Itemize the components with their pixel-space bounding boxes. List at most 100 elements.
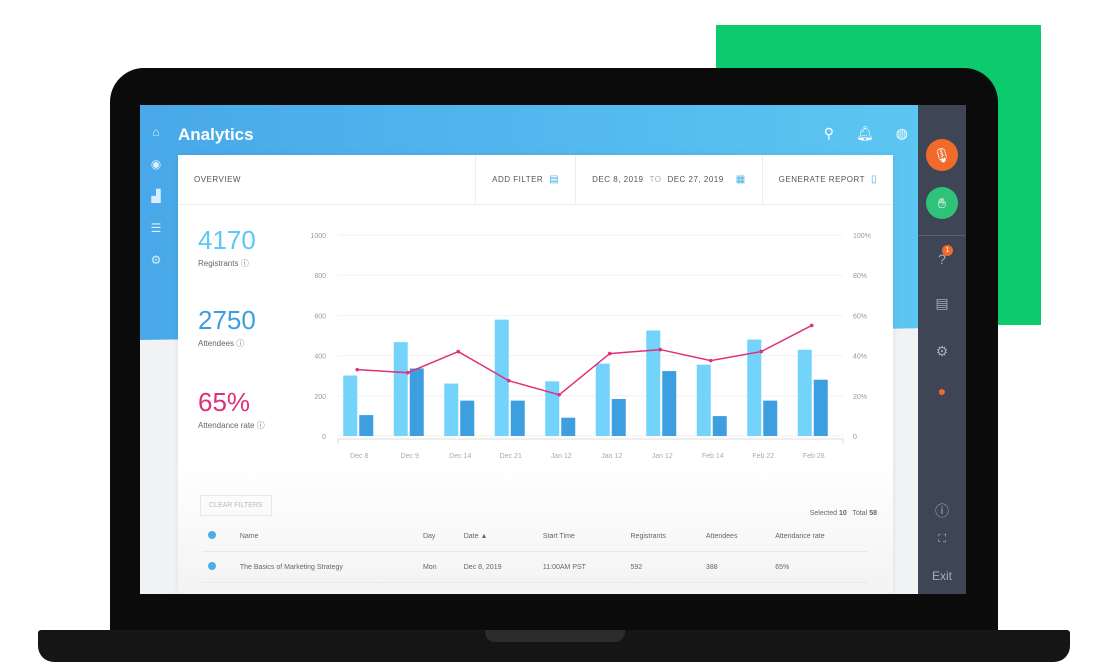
- raise-hand-button[interactable]: ✋︎: [926, 187, 958, 219]
- right-toolbar: 🎙︎ ✋︎ ? 1 ▤ ⚙ ● ⓘ ⛶ Exit: [918, 105, 966, 594]
- rate-point: [809, 323, 814, 328]
- date-range-picker[interactable]: DEC 8, 2019 TO DEC 27, 2019 ▦: [575, 155, 762, 204]
- col-registrants[interactable]: Registrants: [624, 521, 700, 552]
- y-tick-label: 0: [322, 434, 326, 441]
- stat-value: 65%: [198, 387, 251, 417]
- settings-icon[interactable]: ⚙: [150, 253, 162, 267]
- overview-label: OVERVIEW: [194, 175, 241, 184]
- cell-start-time: 11:00AM PST: [536, 551, 625, 583]
- info-icon[interactable]: ⓘ: [935, 503, 949, 519]
- y2-tick-label: 100%: [853, 233, 871, 240]
- bar-registrants: [797, 349, 812, 436]
- table-header: Name Day Date ▲ Start Time Registrants Attend…: [202, 521, 867, 552]
- col-date[interactable]: Date ▲: [457, 521, 537, 552]
- y-tick-label: 1000: [310, 233, 326, 240]
- bar-attendees: [460, 400, 475, 436]
- stat-attendees: 2750 Attendees ⓘ: [198, 305, 256, 349]
- rate-point: [708, 358, 713, 363]
- y2-tick-label: 60%: [853, 313, 867, 320]
- bar-registrants: [747, 339, 762, 436]
- cell-registrants: 592: [624, 551, 700, 583]
- rate-point: [405, 370, 410, 375]
- home-icon[interactable]: ⌂: [152, 125, 160, 139]
- total-value: 58: [869, 510, 877, 517]
- y2-tick-label: 40%: [853, 354, 867, 361]
- add-filter-label: ADD FILTER: [492, 175, 544, 184]
- document-icon: ▯: [870, 174, 877, 185]
- fullscreen-icon[interactable]: ⛶: [938, 533, 946, 545]
- page-title: Analytics: [178, 125, 254, 144]
- settings-icon[interactable]: ⚙: [935, 343, 949, 359]
- select-all-checkbox[interactable]: [208, 531, 216, 539]
- rate-point: [658, 347, 663, 352]
- row-checkbox[interactable]: [208, 562, 216, 570]
- bar-attendees: [662, 371, 677, 436]
- avatar[interactable]: ◍: [895, 125, 908, 141]
- selection-count: Selected 10 Total 58: [810, 510, 877, 517]
- x-tick-label: Jan 12: [601, 453, 622, 460]
- col-start-time[interactable]: Start Time: [536, 521, 625, 552]
- info-icon[interactable]: ⓘ: [236, 339, 245, 348]
- stat-registrants: 4170 Registrants ⓘ: [198, 225, 256, 269]
- play-icon[interactable]: ◉: [150, 157, 162, 171]
- cell-date: Dec 8, 2019: [457, 551, 537, 583]
- app-screen: ⌂ ◉ ▟ ☰ ⚙ Analytics ⚲ 🔔︎ ◍ OVERVIEW ADD …: [140, 105, 966, 594]
- rate-point: [355, 367, 360, 372]
- bar-attendees: [813, 379, 828, 436]
- selected-label: Selected: [809, 510, 837, 517]
- chart: 0 0 200 20% 400 40% 600 60% 800 80% 1000 100% Dec 8 D…: [310, 233, 871, 460]
- bar-attendees: [763, 400, 778, 436]
- y-tick-label: 600: [314, 313, 326, 320]
- overview-card: OVERVIEW ADD FILTER ▤ DEC 8, 2019 TO DEC 27…: [178, 155, 893, 594]
- col-day[interactable]: Day: [416, 521, 458, 552]
- question-icon[interactable]: ? 1: [918, 245, 966, 267]
- exit-button[interactable]: Exit: [931, 569, 952, 583]
- col-name[interactable]: Name: [233, 521, 417, 552]
- stat-value: 4170: [198, 225, 256, 255]
- x-axis: [337, 438, 844, 444]
- filter-icon: ▤: [549, 174, 560, 185]
- bar-attendees: [510, 400, 525, 436]
- info-icon[interactable]: ⓘ: [240, 259, 249, 268]
- col-attendance-rate[interactable]: Attendance rate: [769, 521, 867, 552]
- bar-attendees: [409, 368, 424, 436]
- mute-mic-button[interactable]: 🎙︎: [926, 139, 958, 171]
- table-row[interactable]: The Basics of Marketing Strategy Mon Dec 8…: [202, 551, 867, 583]
- x-tick-label: Feb 14: [702, 453, 724, 460]
- bar-registrants: [545, 381, 560, 436]
- calendar-icon: ▦: [735, 174, 746, 185]
- bar-attendees: [611, 399, 626, 436]
- search-icon[interactable]: ⚲: [823, 125, 834, 141]
- col-attendees[interactable]: Attendees: [699, 521, 770, 552]
- date-to-separator: TO: [649, 175, 662, 184]
- stat-label: Attendance rate: [198, 421, 255, 430]
- bell-icon[interactable]: 🔔︎: [856, 125, 874, 141]
- bar-chart-icon[interactable]: ▟: [151, 189, 161, 203]
- cell-name: The Basics of Marketing Strategy: [233, 551, 417, 583]
- y-tick-label: 800: [314, 273, 326, 280]
- generate-report-button[interactable]: GENERATE REPORT ▯: [761, 155, 893, 204]
- x-tick-label: Jan 12: [652, 453, 673, 460]
- x-tick-label: Dec 8: [350, 453, 368, 460]
- divider: [918, 235, 966, 236]
- bar-attendees: [359, 415, 374, 436]
- date-to: DEC 27, 2019: [667, 175, 724, 184]
- clear-filters-button[interactable]: CLEAR FILTERS: [200, 495, 272, 516]
- line-attendance-rate: [357, 324, 813, 396]
- rate-point: [607, 351, 612, 356]
- x-tick-label: Feb 22: [752, 453, 774, 460]
- add-filter-button[interactable]: ADD FILTER ▤: [475, 155, 575, 204]
- bar-registrants: [696, 364, 711, 436]
- list-icon[interactable]: ☰: [150, 221, 162, 235]
- info-icon[interactable]: ⓘ: [256, 421, 265, 430]
- cell-attendance-rate: 65%: [769, 551, 867, 583]
- record-icon[interactable]: ●: [937, 383, 947, 399]
- y-tick-label: 400: [314, 354, 326, 361]
- x-tick-label: Dec 9: [401, 453, 419, 460]
- y2-tick-label: 20%: [853, 394, 867, 401]
- bar-registrants: [444, 383, 459, 436]
- stat-label: Attendees: [198, 339, 235, 348]
- bar-registrants: [595, 363, 610, 436]
- selected-value: 10: [838, 510, 847, 517]
- notes-icon[interactable]: ▤: [935, 295, 949, 311]
